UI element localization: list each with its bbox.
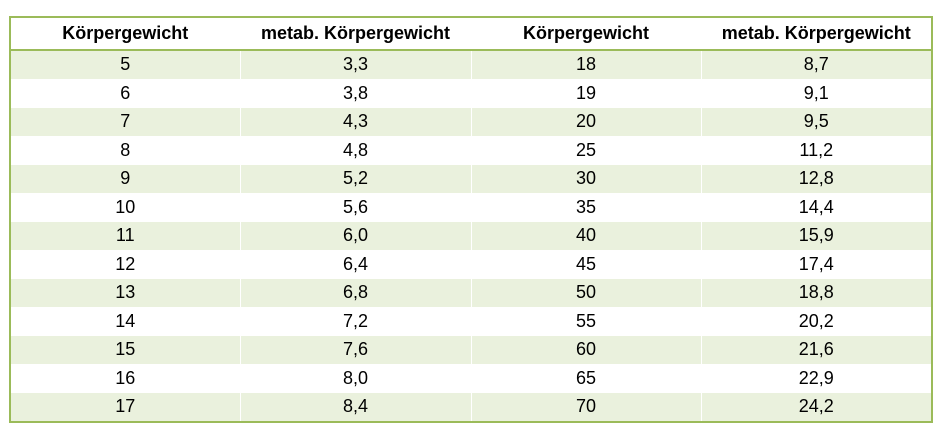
table-cell: 55	[470, 306, 702, 336]
table-cell: 50	[470, 278, 702, 308]
table-row: 6 3,8 19 9,1	[9, 78, 933, 108]
header-cell-koerpergewicht-1: Körpergewicht	[9, 16, 241, 51]
table-cell: 19	[470, 78, 702, 108]
table-cell: 3,3	[239, 49, 472, 80]
header-cell-metab-koerpergewicht-2: metab. Körpergewicht	[700, 16, 933, 51]
table-cell: 16	[9, 363, 241, 393]
table-cell: 11	[9, 221, 241, 251]
table-cell: 15,9	[700, 221, 933, 251]
table-cell: 6,0	[239, 221, 472, 251]
table-cell: 14,4	[700, 192, 933, 222]
table-cell: 14	[9, 306, 241, 336]
table-cell: 15	[9, 335, 241, 365]
table-row: 11 6,0 40 15,9	[9, 221, 933, 251]
table-row: 8 4,8 25 11,2	[9, 135, 933, 165]
table-cell: 65	[470, 363, 702, 393]
table-row: 7 4,3 20 9,5	[9, 107, 933, 137]
table-cell: 5	[9, 49, 241, 80]
table-row: 9 5,2 30 12,8	[9, 164, 933, 194]
table-row: 12 6,4 45 17,4	[9, 249, 933, 279]
weight-table: Körpergewicht metab. Körpergewicht Körpe…	[9, 16, 933, 423]
table-cell: 24,2	[700, 392, 933, 423]
table-cell: 9,5	[700, 107, 933, 137]
table-cell: 17,4	[700, 249, 933, 279]
table-cell: 12	[9, 249, 241, 279]
table-cell: 6	[9, 78, 241, 108]
header-cell-metab-koerpergewicht-1: metab. Körpergewicht	[239, 16, 472, 51]
table-cell: 8,7	[700, 49, 933, 80]
table-cell: 10	[9, 192, 241, 222]
table-cell: 40	[470, 221, 702, 251]
table-cell: 6,8	[239, 278, 472, 308]
table-cell: 20	[470, 107, 702, 137]
header-cell-koerpergewicht-2: Körpergewicht	[470, 16, 702, 51]
table-cell: 5,6	[239, 192, 472, 222]
table-cell: 35	[470, 192, 702, 222]
table-cell: 8,0	[239, 363, 472, 393]
table-cell: 17	[9, 392, 241, 423]
weight-table-container: Körpergewicht metab. Körpergewicht Körpe…	[9, 16, 933, 423]
table-cell: 30	[470, 164, 702, 194]
table-cell: 3,8	[239, 78, 472, 108]
table-row: 16 8,0 65 22,9	[9, 363, 933, 393]
table-row: 10 5,6 35 14,4	[9, 192, 933, 222]
table-cell: 25	[470, 135, 702, 165]
table-row: 13 6,8 50 18,8	[9, 278, 933, 308]
table-cell: 11,2	[700, 135, 933, 165]
table-cell: 20,2	[700, 306, 933, 336]
table-cell: 70	[470, 392, 702, 423]
table-cell: 9,1	[700, 78, 933, 108]
table-cell: 9	[9, 164, 241, 194]
table-cell: 18	[470, 49, 702, 80]
table-cell: 45	[470, 249, 702, 279]
table-cell: 13	[9, 278, 241, 308]
table-row: 14 7,2 55 20,2	[9, 306, 933, 336]
table-cell: 8,4	[239, 392, 472, 423]
table-cell: 21,6	[700, 335, 933, 365]
table-cell: 7,6	[239, 335, 472, 365]
table-row: 15 7,6 60 21,6	[9, 335, 933, 365]
table-cell: 7	[9, 107, 241, 137]
table-cell: 4,8	[239, 135, 472, 165]
table-cell: 18,8	[700, 278, 933, 308]
table-cell: 8	[9, 135, 241, 165]
table-cell: 60	[470, 335, 702, 365]
table-cell: 6,4	[239, 249, 472, 279]
table-body: 5 3,3 18 8,7 6 3,8 19 9,1 7 4,3 20 9,5 8 4,8 25 11,2 9 5,…	[9, 49, 933, 423]
table-cell: 4,3	[239, 107, 472, 137]
table-row: 17 8,4 70 24,2	[9, 392, 933, 423]
table-cell: 5,2	[239, 164, 472, 194]
table-cell: 7,2	[239, 306, 472, 336]
table-cell: 22,9	[700, 363, 933, 393]
table-row: 5 3,3 18 8,7	[9, 49, 933, 80]
table-header-row: Körpergewicht metab. Körpergewicht Körpe…	[9, 16, 933, 51]
table-cell: 12,8	[700, 164, 933, 194]
